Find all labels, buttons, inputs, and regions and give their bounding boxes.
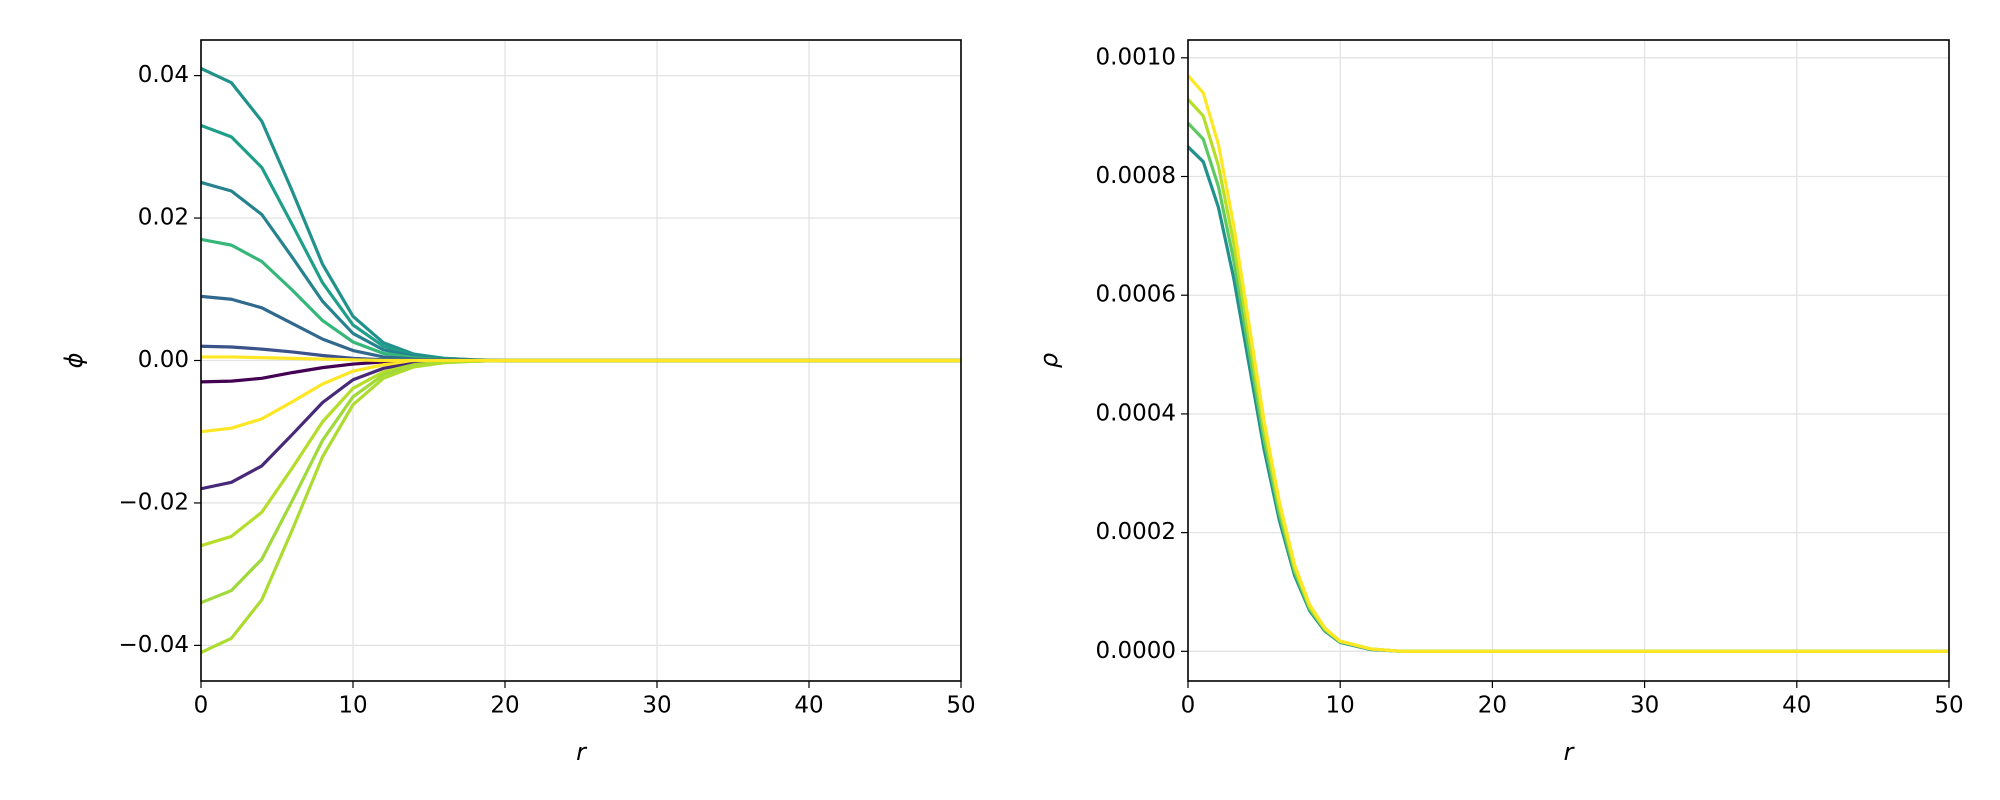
x-tick-label: 50 xyxy=(946,693,975,719)
y-tick-label: 0.04 xyxy=(138,62,189,88)
series-line xyxy=(201,358,961,491)
x-tick-label: 40 xyxy=(794,693,823,719)
x-tick-label: 20 xyxy=(490,693,519,719)
x-tick-label: 30 xyxy=(642,693,671,719)
series-line xyxy=(201,358,961,384)
series-line xyxy=(1188,98,1949,653)
series-line xyxy=(201,294,961,363)
y-axis-label: ϕ xyxy=(60,352,88,368)
y-tick-label: 0.02 xyxy=(138,205,189,231)
series-line xyxy=(201,358,961,605)
series-line xyxy=(201,358,961,434)
x-tick-label: 0 xyxy=(1181,693,1196,719)
series-line xyxy=(201,358,961,654)
series-line xyxy=(1188,74,1949,653)
y-tick-label: 0.0010 xyxy=(1096,44,1176,70)
y-tick-label: −0.04 xyxy=(119,632,189,658)
series-line xyxy=(201,355,961,363)
y-tick-label: 0.0006 xyxy=(1096,282,1176,308)
y-tick-label: 0.0002 xyxy=(1096,519,1176,545)
x-tick-label: 10 xyxy=(338,693,367,719)
series-line xyxy=(201,67,961,363)
x-tick-label: 0 xyxy=(194,693,209,719)
x-tick-label: 40 xyxy=(1782,693,1811,719)
series-line xyxy=(1188,121,1949,653)
y-tick-label: −0.02 xyxy=(119,489,189,515)
y-tick-label: 0.0000 xyxy=(1096,638,1176,664)
x-tick-label: 20 xyxy=(1478,693,1507,719)
y-tick-label: 0.0004 xyxy=(1096,400,1176,426)
panel: 0 10 20 30 40 50 −0.04 −0.02 0.00 0.02 0.04 r ϕ xyxy=(60,39,976,766)
panel: 0 10 20 30 40 50 0.0000 0.0002 0.0004 0.0006 0.000… xyxy=(1035,39,1964,766)
x-tick-label: 30 xyxy=(1630,693,1659,719)
x-tick-label: 10 xyxy=(1326,693,1355,719)
axes-frame xyxy=(200,39,962,682)
x-axis-label: r xyxy=(576,738,588,766)
x-axis-label: r xyxy=(1564,738,1576,766)
y-tick-label: 0.0008 xyxy=(1096,163,1176,189)
y-tick-label: 0.00 xyxy=(138,347,189,373)
y-axis-label: ρ xyxy=(1035,353,1063,368)
x-tick-label: 50 xyxy=(1934,693,1963,719)
series-line xyxy=(1188,145,1949,653)
axes-frame xyxy=(1187,39,1950,682)
series-line xyxy=(201,237,961,363)
